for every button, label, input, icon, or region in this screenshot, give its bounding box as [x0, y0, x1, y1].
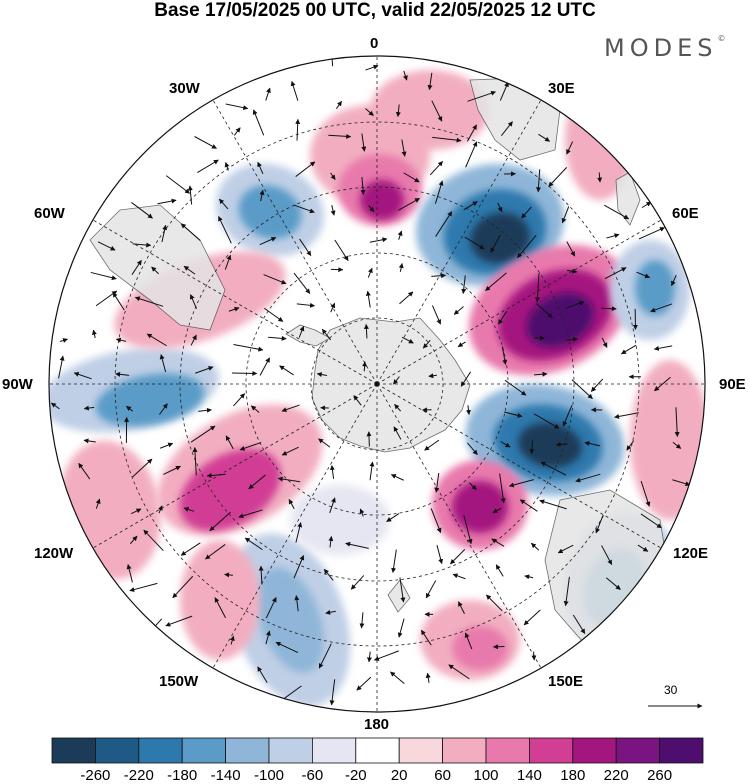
colorbar-bin	[443, 738, 486, 763]
colorbar-bin	[312, 738, 355, 763]
anomaly-blob	[360, 180, 404, 220]
colorbar-tick-label: 100	[473, 767, 498, 784]
colorbar-bin	[399, 738, 442, 763]
anomaly-blob	[635, 260, 675, 316]
anomaly-blob	[290, 485, 390, 555]
colorbar-bin	[95, 738, 138, 763]
colorbar-tick-label: -100	[254, 767, 284, 784]
lon-label-60e: 60E	[672, 205, 699, 222]
colorbar-bin	[529, 738, 572, 763]
colorbar-tick-label: -140	[211, 767, 241, 784]
lon-label-120w: 120W	[34, 545, 73, 562]
anomaly-blob	[452, 481, 508, 533]
colorbar-bin	[182, 738, 225, 763]
colorbar-tick-label: -260	[80, 767, 110, 784]
colorbar	[52, 738, 703, 763]
colorbar-bin	[139, 738, 182, 763]
lon-label-0: 0	[370, 35, 378, 52]
colorbar-tick-label: 20	[391, 767, 408, 784]
lon-label-30e: 30E	[548, 80, 575, 97]
south-pole-dot	[375, 382, 380, 387]
colorbar-tick-label: -60	[302, 767, 324, 784]
lon-label-150e: 150E	[548, 673, 583, 690]
colorbar-tick-label: 60	[434, 767, 451, 784]
lon-label-60w: 60W	[34, 205, 65, 222]
wind-vector	[534, 652, 535, 660]
anomaly-blob	[180, 540, 260, 660]
lon-label-90e: 90E	[719, 376, 746, 393]
colorbar-tick-label: 260	[647, 767, 672, 784]
lon-label-180: 180	[364, 716, 389, 733]
colorbar-tick-label: 140	[517, 767, 542, 784]
colorbar-bin	[573, 738, 616, 763]
colorbar-tick-label: -180	[167, 767, 197, 784]
map-disc	[34, 47, 720, 730]
lon-label-150w: 150W	[159, 673, 198, 690]
colorbar-bin	[52, 738, 95, 763]
colorbar-bin	[226, 738, 269, 763]
lon-label-120e: 120E	[673, 545, 708, 562]
colorbar-bin	[616, 738, 659, 763]
wind-vector	[369, 432, 370, 447]
colorbar-bin	[269, 738, 312, 763]
vector-scale-label: 30	[664, 683, 677, 697]
lon-label-30w: 30W	[169, 80, 200, 97]
colorbar-tick-label: -20	[345, 767, 367, 784]
colorbar-tick-label: -220	[124, 767, 154, 784]
colorbar-tick-label: 220	[604, 767, 629, 784]
colorbar-tick-label: 180	[560, 767, 585, 784]
lon-label-90w: 90W	[2, 376, 33, 393]
colorbar-bin	[486, 738, 529, 763]
wind-vector	[601, 308, 616, 309]
colorbar-bin	[660, 738, 703, 763]
colorbar-bin	[356, 738, 399, 763]
